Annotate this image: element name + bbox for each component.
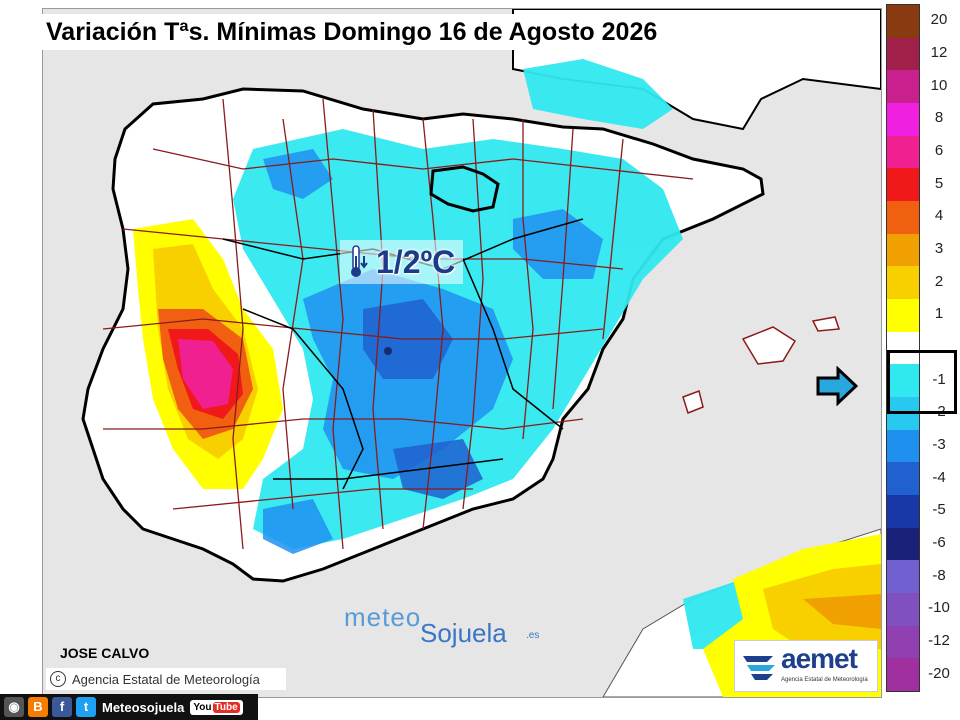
legend-tick-label: 5 <box>934 174 944 192</box>
watermark-sojuela: Sojuela <box>420 618 507 648</box>
legend-tick-label: 1 <box>934 305 944 323</box>
legend-highlight-box <box>887 350 957 414</box>
author-label: JOSE CALVO <box>60 645 150 661</box>
youtube-label-b: Tube <box>212 701 240 713</box>
legend-tick-label: 10 <box>930 76 948 94</box>
legend-swatch <box>887 70 919 104</box>
legend-colorbar <box>886 4 920 692</box>
legend-swatch <box>887 560 919 594</box>
meteosojuela-watermark: meteo Sojuela .es <box>340 600 550 650</box>
arrow-right-icon <box>816 366 858 406</box>
ibiza <box>682 390 704 414</box>
aemet-name: aemet <box>781 643 858 674</box>
legend-tick-label: -1 <box>932 370 946 388</box>
aemet-copyright: c Agencia Estatal de Meteorología <box>46 668 286 690</box>
map-title: Variación Tªs. Mínimas Domingo 16 de Ago… <box>38 14 838 50</box>
youtube-icon[interactable]: You Tube <box>190 699 243 715</box>
anomaly-warm-areas <box>133 219 283 489</box>
value-label: 1/2ºC <box>340 240 464 284</box>
legend-swatch <box>887 331 919 365</box>
legend-swatch <box>887 495 919 529</box>
menorca <box>811 316 841 332</box>
social-handle[interactable]: Meteosojuela <box>102 699 185 715</box>
legend-swatch <box>887 429 919 463</box>
legend-swatch <box>887 593 919 627</box>
legend-swatch <box>887 462 919 496</box>
legend-swatch <box>887 135 919 169</box>
iberia-map <box>81 9 881 697</box>
legend-tick-label: 20 <box>930 11 948 29</box>
legend-swatch <box>887 168 919 202</box>
legend-tick-label: -8 <box>932 566 946 584</box>
legend-swatch <box>887 364 919 398</box>
legend-tick-label: -20 <box>928 664 950 682</box>
legend-tick-label: -4 <box>932 468 946 486</box>
watermark-es: .es <box>526 630 540 641</box>
aemet-copyright-text: Agencia Estatal de Meteorología <box>72 671 260 687</box>
legend-tick-label: -12 <box>928 632 950 649</box>
legend-tick-label: 8 <box>934 109 944 127</box>
legend-swatch <box>887 233 919 267</box>
thermometer-down-icon <box>351 245 368 277</box>
copyright-icon: c <box>50 671 66 687</box>
watermark-meteo: meteo <box>344 602 422 632</box>
legend-swatch <box>887 37 919 71</box>
legend-swatch <box>887 299 919 333</box>
camera-icon[interactable]: ◉ <box>4 697 24 717</box>
mallorca <box>741 326 797 365</box>
legend-tick-label: 6 <box>934 142 944 159</box>
province-borders <box>102 98 694 550</box>
legend-swatch <box>887 266 919 300</box>
legend-tick-label: -6 <box>932 534 946 551</box>
legend-swatch <box>887 527 919 561</box>
legend-swatch <box>887 625 919 659</box>
youtube-label-a: You <box>193 701 212 713</box>
twitter-icon[interactable]: t <box>76 697 96 717</box>
legend-tick-label: 4 <box>934 207 944 225</box>
aemet-logo: aemet Agencia Estatal de Meteorología <box>734 640 878 692</box>
legend-tick-label: 12 <box>930 44 948 61</box>
legend-swatch <box>887 5 919 39</box>
legend-swatch <box>887 103 919 137</box>
legend-swatch <box>887 658 919 692</box>
map-frame <box>42 8 882 698</box>
value-text: 1/2ºC <box>376 243 456 280</box>
madrid-dot <box>384 347 392 355</box>
legend-tick-label: -3 <box>932 436 946 453</box>
legend-tick-label: 3 <box>934 240 944 257</box>
legend-tick-label: -5 <box>932 501 946 519</box>
legend-tick-label: 2 <box>934 272 944 290</box>
social-bar: ◉ B f t Meteosojuela You Tube <box>0 694 258 720</box>
aemet-subtitle: Agencia Estatal de Meteorología <box>781 677 868 683</box>
la-rioja-highlight <box>429 165 500 213</box>
legend-swatch <box>887 201 919 235</box>
facebook-icon[interactable]: f <box>52 697 72 717</box>
blogger-icon[interactable]: B <box>28 697 48 717</box>
legend-tick-label: -10 <box>928 599 950 617</box>
aemet-emblem-icon <box>743 656 775 680</box>
